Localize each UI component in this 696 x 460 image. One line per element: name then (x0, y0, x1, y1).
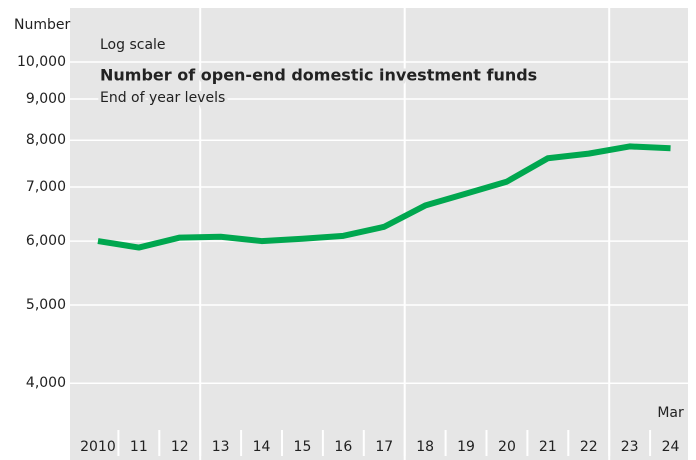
x-tick-label: 18 (416, 439, 434, 455)
x-tick-label: 11 (130, 439, 148, 455)
labels: Number Log scale Number of open-end dome… (14, 17, 684, 455)
x-tick-label: 21 (539, 439, 557, 455)
annotation: Mar (657, 405, 684, 421)
x-tick-label: 23 (621, 439, 639, 455)
x-tick-label: 12 (171, 439, 189, 455)
marks (97, 143, 671, 251)
plot-background (70, 8, 688, 460)
chart-subtitle: End of year levels (100, 90, 225, 106)
x-tick-label: 17 (375, 439, 393, 455)
y-tick-label: 9,000 (26, 91, 66, 107)
y-tick-label: 10,000 (17, 54, 66, 70)
x-tick-label: 19 (457, 439, 475, 455)
x-tick-label: 24 (662, 439, 680, 455)
scale-note: Log scale (100, 37, 166, 53)
y-tick-label: 6,000 (26, 233, 66, 249)
y-tick-label: 7,000 (26, 179, 66, 195)
y-tick-label: 5,000 (26, 297, 66, 313)
y-tick-label: 8,000 (26, 132, 66, 148)
y-tick-label: 4,000 (26, 375, 66, 391)
chart-title: Number of open-end domestic investment f… (100, 66, 537, 85)
x-tick-label: 22 (580, 439, 598, 455)
x-tick-label: 16 (334, 439, 352, 455)
data-line (97, 143, 671, 251)
x-tick-label: 13 (212, 439, 230, 455)
grid (70, 8, 690, 460)
y-axis-label: Number (14, 17, 70, 33)
x-tick-label: 15 (294, 439, 312, 455)
x-tick-label: 14 (253, 439, 271, 455)
x-tick-label: 2010 (80, 439, 116, 455)
x-tick-label: 20 (498, 439, 516, 455)
